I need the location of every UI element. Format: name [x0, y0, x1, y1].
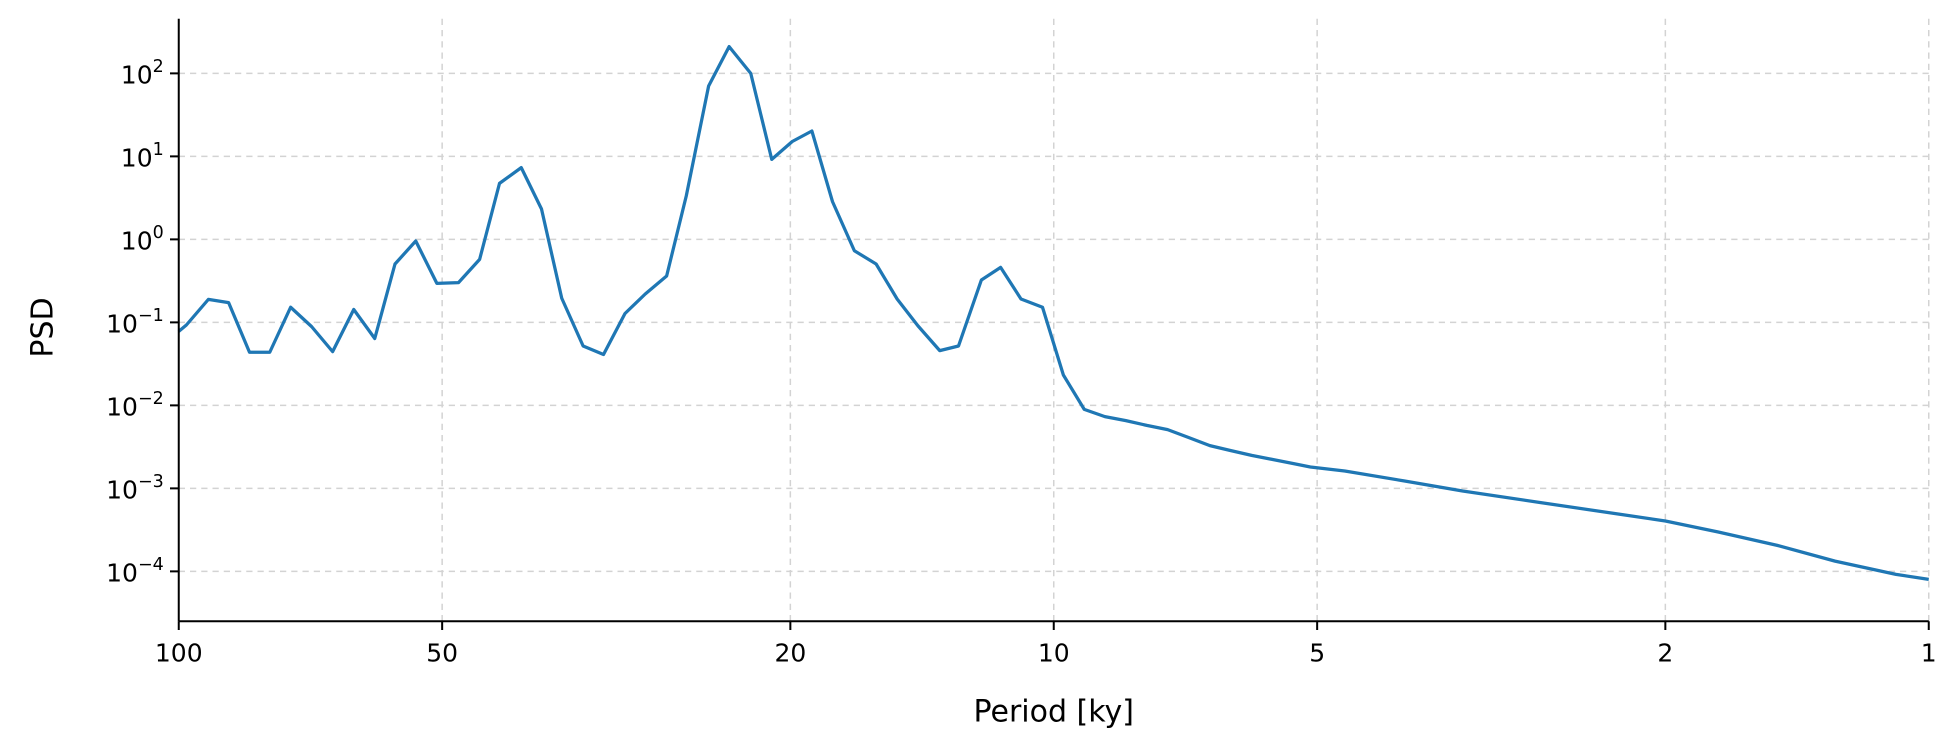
psd-line: [177, 45, 1929, 581]
y-tick-label: 10−1: [106, 306, 164, 338]
y-tick-label: 102: [121, 57, 164, 89]
x-tick-label: 10: [1038, 638, 1070, 667]
gridlines: [178, 18, 1930, 622]
x-tick-label: 50: [426, 638, 458, 667]
y-tick-label: 10−2: [106, 389, 164, 421]
y-tick-label: 100: [121, 223, 164, 255]
x-tick-label: 5: [1309, 638, 1325, 667]
y-tick-label: 10−4: [106, 555, 164, 587]
x-axis-label: Period [ky]: [973, 694, 1134, 729]
x-tick-label: 100: [155, 638, 203, 667]
x-tick-label: 2: [1657, 638, 1673, 667]
x-axis-ticks: 100 50 20 10 5 2 1: [155, 621, 1937, 667]
y-axis-label: PSD: [26, 297, 61, 357]
y-tick-label: 10−3: [106, 472, 164, 504]
y-axis-ticks: 102 101 100 10−1 10−2 10−3 10−4: [106, 57, 179, 587]
y-tick-label: 101: [121, 140, 164, 172]
x-tick-label: 1: [1921, 638, 1937, 667]
x-tick-label: 20: [774, 638, 806, 667]
